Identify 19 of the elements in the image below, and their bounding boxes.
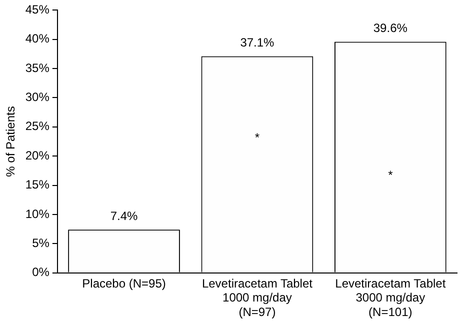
y-tick-label: 35% (25, 60, 50, 75)
x-tick-label: Placebo (N=95) (82, 276, 166, 290)
x-tick-label: Levetiracetam Tablet 1000 mg/day (N=97) (202, 276, 314, 320)
data-label: 37.1% (240, 36, 275, 50)
y-axis-title: % of Patients (4, 106, 18, 177)
data-label: 7.4% (110, 208, 138, 223)
y-tick-label: 30% (25, 90, 50, 104)
y-tick-label: 40% (25, 32, 50, 46)
annotation: * (388, 168, 394, 182)
y-tick-label: 45% (25, 2, 50, 17)
x-tick-label: Levetiracetam Tablet 3000 mg/day (N=101) (335, 276, 446, 320)
annotation: * (254, 130, 260, 145)
y-tick-label: 0% (32, 265, 50, 280)
data-label: 39.6% (373, 21, 408, 36)
y-tick-label: 5% (32, 236, 50, 250)
y-tick-label: 25% (25, 119, 50, 134)
y-tick-label: 10% (25, 206, 50, 221)
y-tick-label: 15% (25, 178, 50, 192)
y-tick-label: 20% (25, 148, 50, 162)
